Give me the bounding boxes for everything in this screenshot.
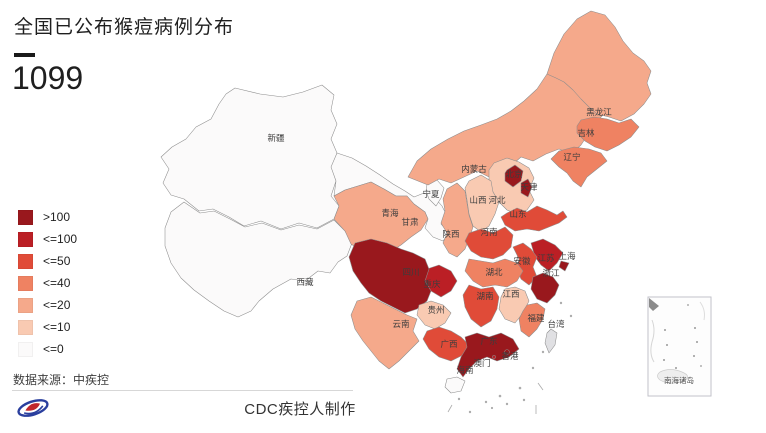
province-label-fujian: 福建 — [527, 313, 545, 323]
province-label-aomen: 澳门 — [473, 358, 490, 368]
legend-label: >100 — [43, 210, 71, 224]
inset-label: 南海诸岛 — [664, 375, 694, 385]
province-aomen — [492, 355, 496, 359]
legend-item: <=20 — [18, 294, 77, 316]
legend-item: >100 — [18, 206, 77, 228]
legend-swatch — [18, 319, 33, 335]
province-label-ningxia: 宁夏 — [422, 189, 440, 199]
credit-wrap: CDC疾控人制作 — [0, 398, 600, 419]
south-sea-inset: 南海诸岛 — [647, 296, 712, 397]
province-label-xinjiang: 新疆 — [267, 133, 285, 143]
sea-islets — [447, 301, 573, 414]
province-label-sichuan: 四川 — [402, 267, 419, 277]
total-count: 1099 — [12, 60, 84, 96]
province-label-jiangsu: 江苏 — [537, 253, 555, 263]
province-label-gansu: 甘肃 — [401, 217, 419, 227]
province-shandong — [500, 205, 568, 232]
province-label-jilin: 吉林 — [577, 128, 595, 138]
province-guizhou — [416, 300, 452, 330]
province-label-anhui: 安徽 — [513, 256, 531, 266]
legend-item: <=50 — [18, 250, 77, 272]
province-label-beijing: 北京 — [505, 169, 522, 179]
province-label-qinghai: 青海 — [381, 208, 399, 218]
province-label-guangdong: 广东 — [480, 336, 497, 346]
province-label-shandong: 山东 — [509, 209, 526, 219]
credit-label: CDC疾控人制作 — [244, 401, 356, 418]
province-label-hubei: 湖北 — [485, 267, 503, 277]
province-label-heilongjiang: 黑龙江 — [586, 107, 612, 117]
province-label-shaanxi: 陕西 — [442, 229, 459, 239]
province-xizang — [164, 201, 353, 318]
province-yunnan — [350, 296, 420, 370]
legend-label: <=100 — [43, 232, 78, 246]
legend-item: <=0 — [18, 338, 77, 360]
province-jilin — [576, 116, 640, 152]
legend-swatch — [18, 231, 33, 247]
province-hainan — [444, 376, 466, 394]
province-label-jiangxi: 江西 — [502, 289, 519, 299]
data-source-label: 数据来源：中疾控 — [13, 373, 110, 387]
province-liaoning — [550, 146, 608, 188]
legend-swatch — [18, 341, 33, 357]
title-dash — [14, 53, 35, 57]
legend-swatch — [18, 253, 33, 269]
legend-item: <=100 — [18, 228, 77, 250]
province-zhejiang — [530, 272, 560, 304]
legend-label: <=50 — [43, 254, 71, 268]
province-guangdong — [456, 332, 520, 378]
legend-label: <=10 — [43, 320, 71, 334]
legend-label: <=20 — [43, 298, 71, 312]
province-hunan — [462, 284, 500, 328]
province-label-henan: 河南 — [480, 227, 497, 237]
province-label-shanghai: 上海 — [558, 251, 576, 261]
legend-swatch — [18, 275, 33, 291]
province-shanxi — [464, 174, 500, 233]
legend-label: <=0 — [43, 342, 64, 356]
cdc-logo-icon — [17, 399, 49, 417]
province-label-hainan: 海南 — [456, 365, 473, 375]
province-xianggang — [504, 349, 510, 355]
province-jiangsu — [530, 238, 564, 272]
province-shanghai — [558, 260, 570, 272]
province-henan — [464, 226, 514, 260]
legend-swatch — [18, 297, 33, 313]
province-label-guizhou: 贵州 — [427, 305, 444, 315]
legend-swatch — [18, 209, 33, 225]
province-hubei — [464, 258, 524, 288]
province-label-hunan: 湖南 — [476, 291, 493, 301]
province-label-tianjin: 天津 — [520, 182, 538, 192]
province-label-hebei: 河北 — [488, 195, 506, 205]
legend-item: <=40 — [18, 272, 77, 294]
province-label-liaoning: 辽宁 — [563, 152, 580, 162]
legend-item: <=10 — [18, 316, 77, 338]
province-sichuan — [348, 238, 432, 314]
province-fujian — [518, 302, 546, 338]
province-label-neimenggu: 内蒙古 — [461, 164, 487, 174]
page-title: 全国已公布猴痘病例分布 — [14, 17, 235, 38]
province-tianjin — [520, 178, 533, 198]
province-shaanxi — [440, 182, 474, 258]
province-label-zhejiang: 浙江 — [542, 268, 560, 278]
province-taiwan — [544, 328, 558, 354]
province-label-xianggang: 香港 — [501, 351, 519, 361]
province-label-chongqing: 重庆 — [423, 279, 441, 289]
province-heilongjiang — [546, 10, 652, 122]
province-label-xizang: 西藏 — [296, 277, 314, 287]
legend-label: <=40 — [43, 276, 71, 290]
province-label-shanxi: 山西 — [469, 195, 486, 205]
province-label-yunnan: 云南 — [392, 319, 409, 329]
footer-divider — [12, 390, 353, 391]
province-xinjiang — [160, 84, 340, 230]
province-label-taiwan: 台湾 — [547, 319, 565, 329]
legend: >100 <=100 <=50 <=40 <=20 <=10 <=0 — [18, 206, 77, 360]
province-ningxia — [425, 179, 445, 207]
province-label-guangxi: 广西 — [440, 339, 457, 349]
province-beijing — [504, 164, 524, 188]
